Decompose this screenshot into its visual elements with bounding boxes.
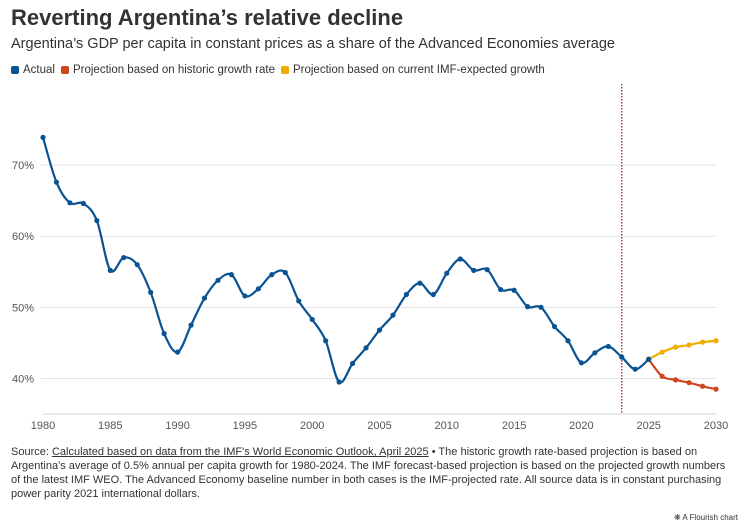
- data-point-actual: [632, 366, 638, 372]
- y-tick-label: 70%: [12, 160, 34, 172]
- data-point-historic: [673, 377, 679, 383]
- x-tick-label: 1995: [233, 420, 257, 432]
- source-link[interactable]: Calculated based on data from the IMF's …: [51, 446, 429, 458]
- data-point-imf: [659, 349, 665, 355]
- data-point-actual: [40, 134, 46, 140]
- data-point-actual: [363, 345, 369, 351]
- x-tick-label: 2005: [367, 420, 391, 432]
- x-tick-label: 1990: [165, 420, 189, 432]
- data-point-actual: [80, 200, 86, 207]
- data-point-actual: [161, 331, 167, 337]
- chart-subtitle: Argentina’s GDP per capita in constant p…: [11, 36, 615, 52]
- data-point-actual: [242, 293, 248, 299]
- legend-label-actual: Actual: [23, 64, 55, 76]
- data-point-actual: [228, 272, 235, 278]
- data-point-actual: [215, 277, 221, 283]
- data-point-historic: [686, 380, 692, 386]
- data-point-actual: [94, 217, 100, 224]
- data-point-actual: [107, 267, 113, 273]
- data-point-actual: [201, 295, 208, 301]
- data-point-actual: [175, 349, 181, 355]
- data-point-actual: [430, 291, 436, 298]
- data-point-actual: [188, 322, 194, 328]
- data-point-actual: [403, 291, 410, 298]
- legend-swatch-actual: [11, 66, 19, 74]
- data-point-actual: [619, 354, 625, 360]
- legend-item-imf[interactable]: Projection based on current IMF-expected…: [280, 64, 545, 76]
- legend-label-imf: Projection based on current IMF-expected…: [292, 64, 545, 76]
- data-point-imf: [713, 338, 719, 344]
- x-tick-label: 2015: [502, 420, 526, 432]
- data-point-actual: [255, 286, 261, 292]
- x-tick-label: 2025: [636, 420, 660, 432]
- data-point-actual: [565, 338, 571, 344]
- chart-title: Reverting Argentina’s relative decline: [11, 5, 404, 30]
- data-point-historic: [659, 373, 665, 379]
- data-point-actual: [444, 270, 450, 276]
- x-tick-label: 1980: [31, 420, 55, 432]
- data-point-imf: [673, 344, 679, 350]
- line-chart: 40% 50% 60% 70% 1980 1985 1990 1995 2000 2005 2010…: [12, 84, 728, 432]
- data-point-actual: [67, 200, 73, 206]
- data-point-actual: [323, 338, 329, 344]
- chart-footer: Source: Calculated based on data from th…: [11, 445, 733, 501]
- data-point-actual: [148, 289, 154, 295]
- data-point-actual: [524, 304, 531, 310]
- data-point-actual: [538, 304, 544, 310]
- legend-label-historic: Projection based on historic growth rate: [72, 64, 275, 76]
- y-tick-label: 50%: [12, 302, 34, 314]
- series-line-actual: [41, 136, 650, 384]
- flourish-icon: ❋: [673, 513, 683, 522]
- series-line-imf: [647, 339, 718, 361]
- flourish-credit-label: A Flourish chart: [682, 513, 738, 522]
- x-tick-label: 2020: [569, 420, 593, 432]
- data-point-actual: [646, 356, 652, 362]
- data-point-actual: [471, 267, 477, 273]
- data-point-actual: [269, 272, 275, 278]
- data-point-imf: [686, 342, 692, 348]
- y-tick-label: 40%: [12, 373, 34, 385]
- data-point-imf: [699, 339, 706, 345]
- y-tick-label: 60%: [12, 231, 34, 243]
- flourish-credit[interactable]: ❋ A Flourish chart: [674, 513, 738, 522]
- x-tick-label: 2010: [435, 420, 459, 432]
- source-text: • The historic growth rate-based project…: [11, 446, 726, 500]
- data-point-actual: [484, 267, 490, 273]
- data-point-actual: [457, 256, 463, 262]
- data-point-actual: [551, 323, 558, 330]
- data-point-actual: [390, 312, 396, 318]
- x-tick-label: 2000: [300, 420, 324, 432]
- legend-swatch-historic: [60, 66, 69, 74]
- data-point-actual: [592, 350, 598, 356]
- legend-item-historic[interactable]: Projection based on historic growth rate: [60, 64, 275, 76]
- data-point-historic: [713, 386, 719, 392]
- data-point-actual: [53, 179, 60, 185]
- data-point-actual: [121, 254, 127, 261]
- data-point-actual: [578, 360, 585, 366]
- source-prefix: Source:: [11, 446, 52, 458]
- data-point-historic: [699, 383, 706, 389]
- data-point-actual: [349, 360, 356, 367]
- data-point-actual: [498, 286, 504, 293]
- data-point-actual: [511, 287, 517, 293]
- data-point-actual: [417, 280, 423, 286]
- series-line-historic: [647, 358, 718, 391]
- data-point-actual: [336, 379, 342, 385]
- data-point-actual: [296, 298, 302, 304]
- chart-legend: Actual Projection based on historic grow…: [11, 64, 551, 76]
- data-point-actual: [282, 269, 288, 276]
- x-tick-label: 1985: [98, 420, 122, 432]
- legend-item-actual[interactable]: Actual: [11, 64, 55, 76]
- data-point-actual: [309, 316, 315, 323]
- data-point-actual: [134, 262, 140, 268]
- x-tick-label: 2030: [704, 420, 728, 432]
- data-point-actual: [605, 343, 611, 350]
- legend-swatch-imf: [280, 66, 289, 74]
- data-point-actual: [376, 327, 383, 333]
